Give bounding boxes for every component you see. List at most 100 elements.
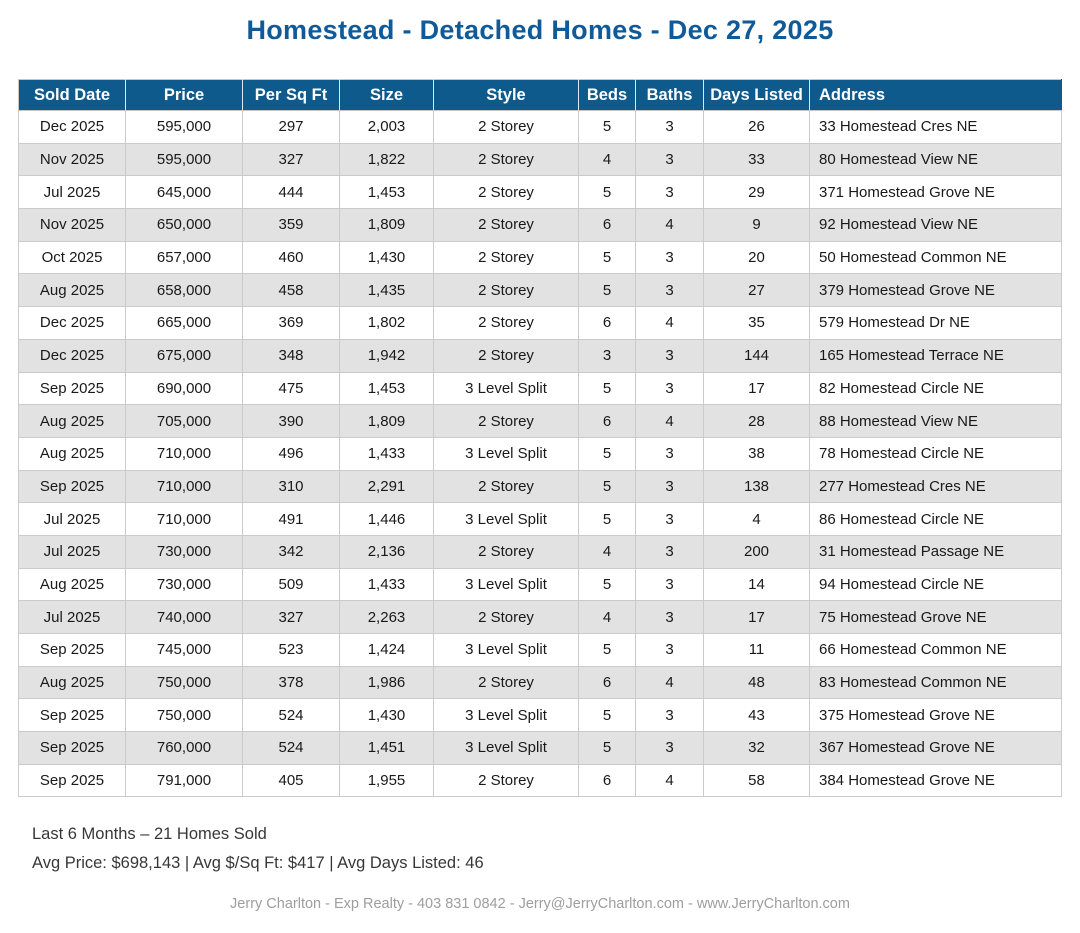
agent-credit-line: Jerry Charlton - Exp Realty - 403 831 08…	[230, 896, 850, 913]
cell-price: 657,000	[125, 240, 243, 275]
cell-size: 1,435	[339, 273, 434, 308]
cell-style: 3 Level Split	[433, 731, 579, 765]
cell-days_listed: 35	[703, 306, 810, 340]
table-row: Oct 2025 657,000 460 1,430 2 Storey 5 3 20 50 Ho…	[18, 240, 1062, 275]
cell-baths: 3	[635, 142, 704, 177]
table-row: Nov 2025 595,000 327 1,822 2 Storey 4 3 33 80 Ho…	[18, 142, 1062, 177]
cell-per_sq_ft: 405	[242, 763, 340, 798]
cell-address: 33 Homestead Cres NE	[809, 110, 1062, 144]
cell-baths: 3	[635, 600, 704, 634]
cell-address: 82 Homestead Circle NE	[809, 371, 1062, 406]
cell-per_sq_ft: 509	[242, 567, 340, 602]
cell-address: 371 Homestead Grove NE	[809, 175, 1062, 210]
table-row: Nov 2025 650,000 359 1,809 2 Storey 6 4 9 92 Hom…	[18, 208, 1062, 242]
cell-days_listed: 144	[703, 338, 810, 373]
cell-baths: 3	[635, 731, 704, 765]
cell-per_sq_ft: 359	[242, 208, 340, 242]
cell-per_sq_ft: 342	[242, 534, 340, 569]
cell-style: 2 Storey	[433, 175, 579, 210]
cell-days_listed: 27	[703, 273, 810, 308]
cell-sold_date: Aug 2025	[18, 273, 126, 308]
cell-per_sq_ft: 444	[242, 175, 340, 210]
cell-per_sq_ft: 523	[242, 633, 340, 667]
cell-sold_date: Nov 2025	[18, 208, 126, 242]
cell-sold_date: Jul 2025	[18, 502, 126, 536]
cell-size: 2,003	[339, 110, 434, 144]
cell-beds: 5	[578, 469, 636, 504]
cell-price: 750,000	[125, 665, 243, 700]
cell-address: 75 Homestead Grove NE	[809, 600, 1062, 634]
cell-per_sq_ft: 458	[242, 273, 340, 308]
cell-price: 730,000	[125, 534, 243, 569]
cell-size: 2,136	[339, 534, 434, 569]
cell-days_listed: 20	[703, 240, 810, 275]
cell-style: 2 Storey	[433, 110, 579, 144]
cell-sold_date: Sep 2025	[18, 763, 126, 798]
cell-sold_date: Dec 2025	[18, 110, 126, 144]
cell-baths: 4	[635, 763, 704, 798]
cell-baths: 4	[635, 665, 704, 700]
column-header-sold_date: Sold Date	[18, 79, 126, 111]
cell-per_sq_ft: 369	[242, 306, 340, 340]
cell-baths: 4	[635, 404, 704, 438]
cell-address: 367 Homestead Grove NE	[809, 731, 1062, 765]
column-header-style: Style	[433, 79, 579, 111]
cell-baths: 3	[635, 469, 704, 504]
cell-style: 2 Storey	[433, 534, 579, 569]
table-row: Dec 2025 595,000 297 2,003 2 Storey 5 3 26 33 Ho…	[18, 110, 1062, 144]
cell-address: 83 Homestead Common NE	[809, 665, 1062, 700]
cell-baths: 3	[635, 240, 704, 275]
cell-sold_date: Sep 2025	[18, 633, 126, 667]
cell-per_sq_ft: 378	[242, 665, 340, 700]
cell-size: 1,433	[339, 567, 434, 602]
cell-style: 3 Level Split	[433, 567, 579, 602]
cell-beds: 4	[578, 534, 636, 569]
cell-days_listed: 26	[703, 110, 810, 144]
cell-sold_date: Dec 2025	[18, 306, 126, 340]
cell-sold_date: Sep 2025	[18, 371, 126, 406]
cell-style: 3 Level Split	[433, 502, 579, 536]
cell-baths: 4	[635, 208, 704, 242]
column-header-beds: Beds	[578, 79, 636, 111]
cell-per_sq_ft: 496	[242, 436, 340, 471]
cell-price: 745,000	[125, 633, 243, 667]
cell-address: 375 Homestead Grove NE	[809, 698, 1062, 733]
cell-sold_date: Nov 2025	[18, 142, 126, 177]
cell-size: 1,433	[339, 436, 434, 471]
cell-price: 760,000	[125, 731, 243, 765]
table-row: Aug 2025 705,000 390 1,809 2 Storey 6 4 28 88 Ho…	[18, 404, 1062, 438]
table-row: Sep 2025 710,000 310 2,291 2 Storey 5 3 138 277 …	[18, 469, 1062, 504]
cell-size: 2,291	[339, 469, 434, 504]
cell-size: 1,451	[339, 731, 434, 765]
cell-per_sq_ft: 327	[242, 142, 340, 177]
cell-price: 690,000	[125, 371, 243, 406]
cell-days_listed: 33	[703, 142, 810, 177]
cell-per_sq_ft: 348	[242, 338, 340, 373]
cell-baths: 3	[635, 534, 704, 569]
cell-baths: 3	[635, 110, 704, 144]
summary-block: Last 6 Months – 21 Homes Sold Avg Price:…	[32, 820, 1080, 877]
cell-size: 1,453	[339, 175, 434, 210]
cell-baths: 3	[635, 436, 704, 471]
table-row: Aug 2025 710,000 496 1,433 3 Level Split 5 3 38…	[18, 436, 1062, 471]
table-row: Aug 2025 750,000 378 1,986 2 Storey 6 4 48 83 Ho…	[18, 665, 1062, 700]
cell-address: 31 Homestead Passage NE	[809, 534, 1062, 569]
cell-style: 2 Storey	[433, 240, 579, 275]
cell-beds: 6	[578, 665, 636, 700]
column-header-days_listed: Days Listed	[703, 79, 810, 111]
cell-sold_date: Dec 2025	[18, 338, 126, 373]
cell-style: 2 Storey	[433, 469, 579, 504]
cell-price: 645,000	[125, 175, 243, 210]
cell-size: 1,446	[339, 502, 434, 536]
table-row: Aug 2025 658,000 458 1,435 2 Storey 5 3 27 379 H…	[18, 273, 1062, 308]
cell-beds: 4	[578, 142, 636, 177]
cell-baths: 3	[635, 338, 704, 373]
table-row: Aug 2025 730,000 509 1,433 3 Level Split 5 3 14…	[18, 567, 1062, 602]
cell-price: 665,000	[125, 306, 243, 340]
table-row: Sep 2025 750,000 524 1,430 3 Level Split 5 3 43…	[18, 698, 1062, 733]
cell-address: 165 Homestead Terrace NE	[809, 338, 1062, 373]
cell-style: 3 Level Split	[433, 698, 579, 733]
cell-beds: 4	[578, 600, 636, 634]
cell-per_sq_ft: 390	[242, 404, 340, 438]
cell-price: 740,000	[125, 600, 243, 634]
